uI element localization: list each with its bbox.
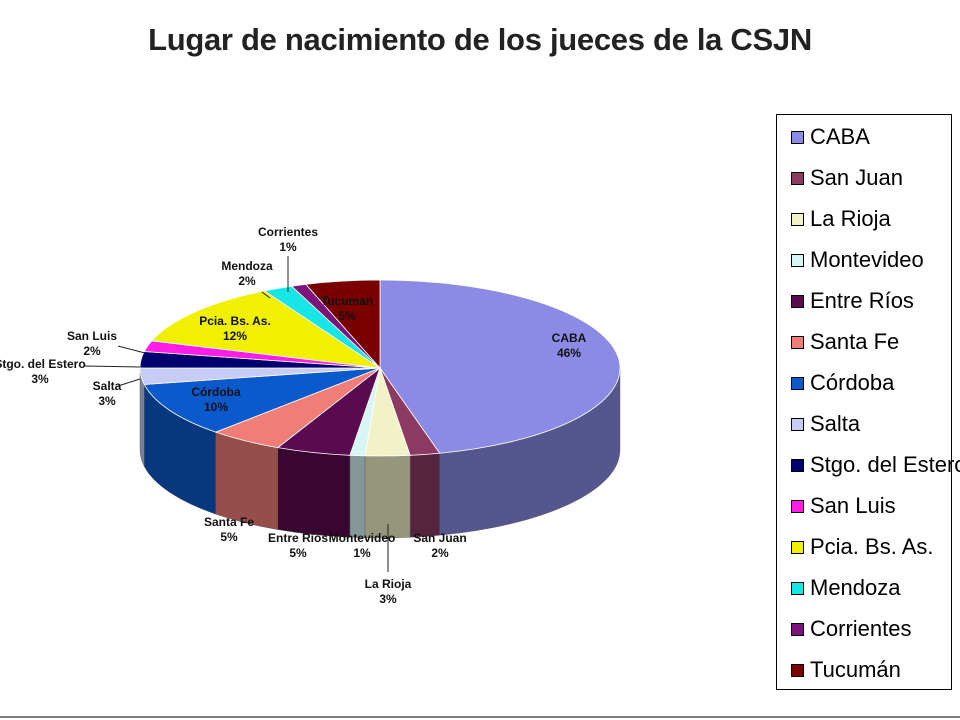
- legend-swatch-la-rioja: [791, 212, 804, 226]
- data-label-name-san-luis: San Luis: [67, 329, 117, 343]
- legend-label-stgo-del-estero: Stgo. del Estero: [810, 452, 960, 477]
- legend-label-la-rioja: La Rioja: [810, 206, 891, 231]
- pie-top-faces: [139, 279, 621, 457]
- data-label-value-salta: 3%: [98, 394, 116, 408]
- data-label-value-entre-rios: 5%: [289, 546, 307, 560]
- legend-swatch-montevideo: [791, 253, 804, 267]
- legend-swatch-entre-rios: [791, 294, 804, 308]
- legend-swatch-corrientes: [791, 622, 804, 636]
- data-label-name-entre-rios: Entre Ríos: [268, 531, 328, 545]
- data-label-name-santa-fe: Santa Fe: [204, 515, 254, 529]
- legend-swatch-stgo-del-estero: [791, 458, 804, 472]
- legend-swatch-salta: [791, 417, 804, 431]
- legend-item-santa-fe: Santa Fe: [791, 324, 899, 360]
- legend-label-caba: CABA: [810, 124, 870, 149]
- legend-item-cordoba: Córdoba: [791, 365, 894, 401]
- legend-swatch-santa-fe: [791, 335, 804, 349]
- legend-label-cordoba: Córdoba: [810, 370, 895, 395]
- legend-item-caba: CABA: [791, 119, 870, 155]
- data-label-value-montevideo: 1%: [353, 546, 371, 560]
- legend-swatch-san-juan: [791, 171, 804, 185]
- legend-item-san-luis: San Luis: [791, 488, 896, 524]
- legend-swatch-pcia-bs-as: [791, 540, 804, 554]
- data-label-value-santa-fe: 5%: [220, 530, 238, 544]
- legend-item-san-juan: San Juan: [791, 160, 903, 196]
- data-label-name-corrientes: Corrientes: [258, 225, 318, 239]
- legend-item-entre-rios: Entre Ríos: [791, 283, 914, 319]
- legend-label-montevideo: Montevideo: [810, 247, 924, 272]
- data-label-name-caba: CABA: [552, 331, 587, 345]
- legend-item-salta: Salta: [791, 406, 860, 442]
- pie-side-san-juan: [409, 453, 440, 538]
- chart-title: Lugar de nacimiento de los jueces de la …: [148, 22, 812, 57]
- legend-item-tucuman: Tucumán: [791, 652, 901, 688]
- pie-slice-cordoba: [143, 367, 381, 433]
- pie-side-montevideo: [349, 455, 366, 539]
- legend-label-san-luis: San Luis: [810, 493, 896, 518]
- leader-line-san-luis: [117, 345, 146, 354]
- legend-item-stgo-del-estero: Stgo. del Estero: [791, 447, 960, 483]
- data-label-name-pcia-bs-as: Pcia. Bs. As.: [199, 314, 271, 328]
- data-label-name-tucuman: Tucuman: [321, 294, 373, 308]
- pie-side-entre-rios: [277, 447, 351, 538]
- legend-item-montevideo: Montevideo: [791, 242, 924, 278]
- chart-legend: CABA San Juan La Rioja Montevideo Entre Ríos…: [776, 114, 960, 690]
- legend-label-tucuman: Tucumán: [810, 657, 901, 682]
- legend-swatch-cordoba: [791, 376, 804, 390]
- data-label-value-tucuman: 5%: [338, 309, 356, 323]
- data-label-value-mendoza: 2%: [238, 274, 256, 288]
- legend-label-mendoza: Mendoza: [810, 575, 901, 600]
- data-label-value-caba: 46%: [557, 346, 581, 360]
- legend-swatch-san-luis: [791, 499, 804, 513]
- legend-label-santa-fe: Santa Fe: [810, 329, 900, 354]
- data-label-name-salta: Salta: [93, 379, 122, 393]
- data-label-value-la-rioja: 3%: [379, 592, 397, 606]
- leader-line-salta: [117, 378, 141, 387]
- legend-swatch-caba: [791, 130, 804, 144]
- data-label-name-montevideo: Montevideo: [329, 531, 396, 545]
- pie-slice-pcia-bs-as: [150, 290, 381, 369]
- data-label-value-san-juan: 2%: [431, 546, 449, 560]
- pie-side-walls: [139, 367, 621, 539]
- legend-label-entre-rios: Entre Ríos: [810, 288, 914, 313]
- data-label-name-san-juan: San Juan: [413, 531, 466, 545]
- slide-bottom-rule: [0, 716, 960, 718]
- data-label-name-la-rioja: La Rioja: [365, 577, 412, 591]
- data-label-name-mendoza: Mendoza: [221, 259, 273, 273]
- legend-item-mendoza: Mendoza: [791, 570, 901, 606]
- leader-line-mendoza: [261, 291, 271, 299]
- data-label-value-cordoba: 10%: [204, 400, 228, 414]
- legend-label-san-juan: San Juan: [810, 165, 903, 190]
- data-label-value-pcia-bs-as: 12%: [223, 329, 247, 343]
- pie-slice-caba: [379, 279, 621, 454]
- legend-label-pcia-bs-as: Pcia. Bs. As.: [810, 534, 934, 559]
- legend-item-la-rioja: La Rioja: [791, 201, 891, 237]
- data-label-value-stgo-del-estero: 3%: [31, 372, 49, 386]
- legend-swatch-tucuman: [791, 663, 804, 677]
- data-label-name-stgo-del-estero: Stgo. del Estero: [0, 357, 86, 371]
- legend-label-corrientes: Corrientes: [810, 616, 912, 641]
- pie-slice-tucuman: [305, 279, 381, 370]
- legend-swatch-mendoza: [791, 581, 804, 595]
- data-label-name-cordoba: Córdoba: [191, 385, 241, 399]
- data-label-value-corrientes: 1%: [279, 240, 297, 254]
- legend-item-pcia-bs-as: Pcia. Bs. As.: [791, 529, 934, 565]
- data-label-value-san-luis: 2%: [83, 344, 101, 358]
- legend-item-corrientes: Corrientes: [791, 611, 911, 647]
- legend-label-salta: Salta: [810, 411, 861, 436]
- leader-line-stgo-del-estero: [83, 365, 141, 368]
